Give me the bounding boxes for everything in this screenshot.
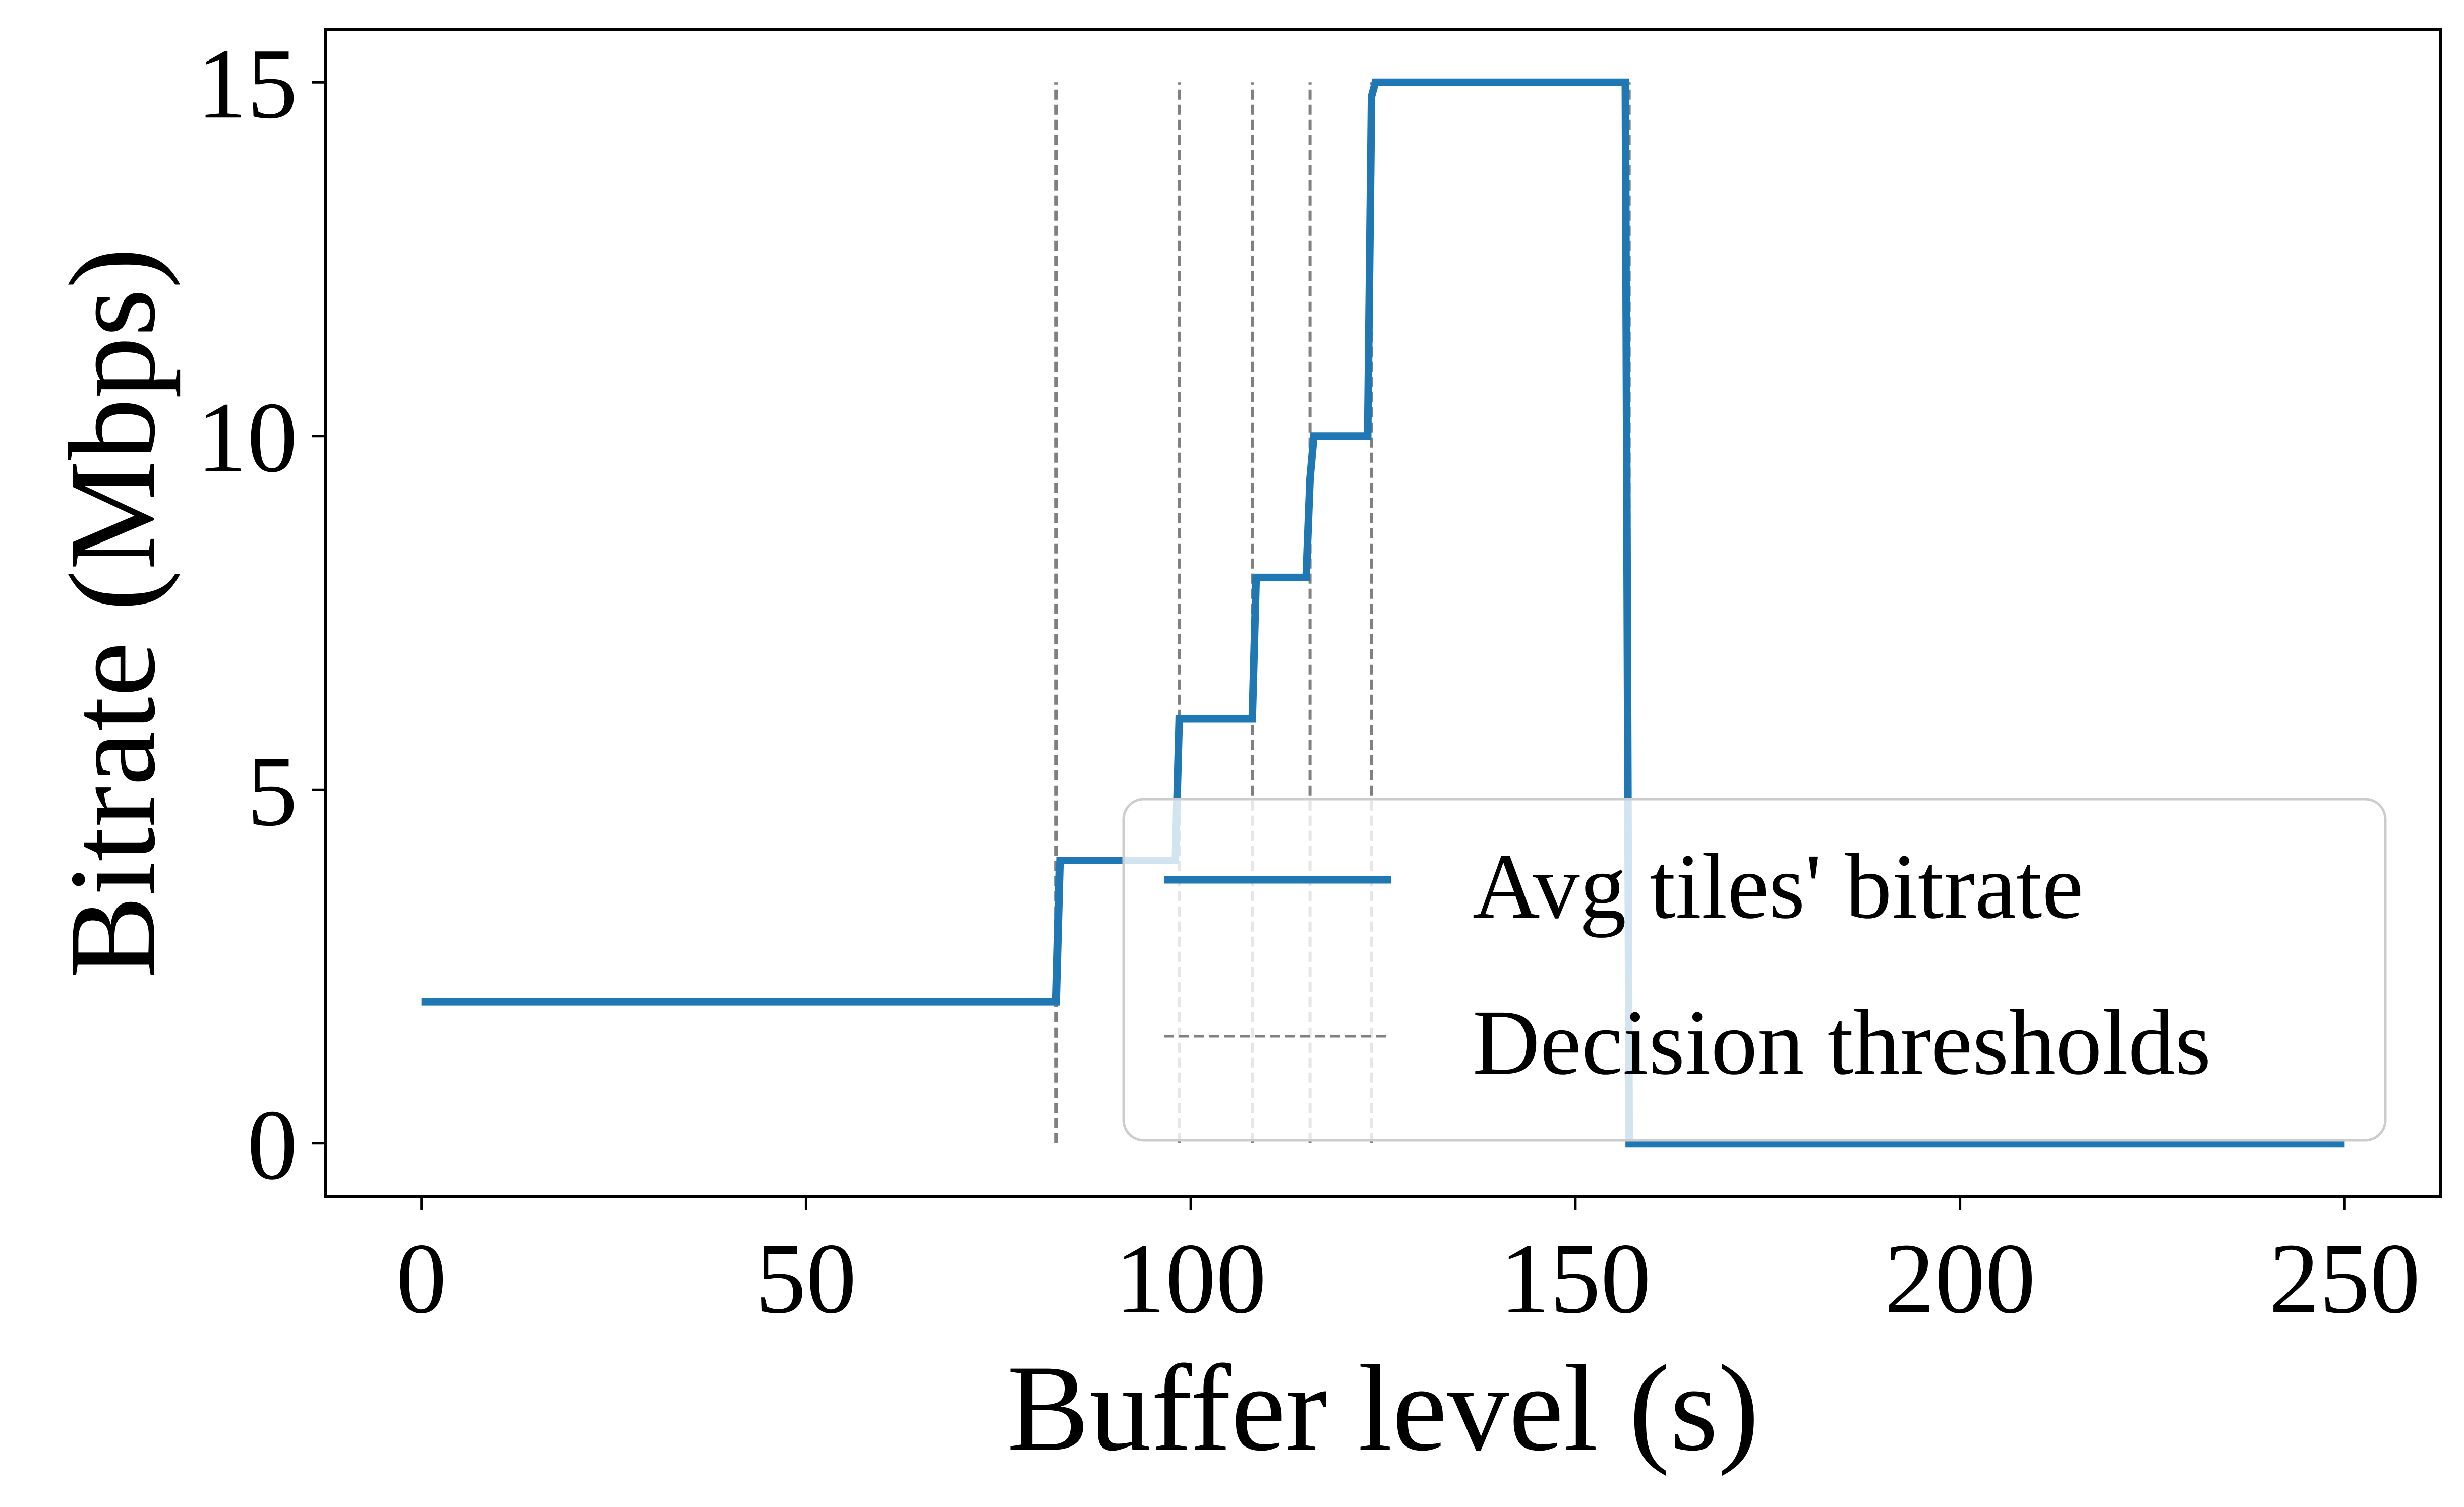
x-axis-ticks: 0 50 100 150 200 250	[396, 1196, 2420, 1335]
x-tick-label: 100	[1115, 1223, 1266, 1335]
legend-label-thresholds: Decision thresholds	[1473, 991, 2211, 1095]
y-tick-label: 15	[197, 28, 298, 140]
x-axis-title: Buffer level (s)	[1007, 1340, 1759, 1476]
legend-label-series: Avg tiles' bitrate	[1473, 835, 2084, 938]
legend: Avg tiles' bitrate Decision thresholds	[1122, 798, 2387, 1142]
y-tick-label: 5	[247, 736, 298, 847]
x-tick-label: 50	[755, 1223, 856, 1335]
series-line-0	[421, 78, 2345, 1148]
y-axis-ticks: 0 5 10 15	[197, 28, 325, 1201]
x-tick-label: 0	[396, 1223, 447, 1335]
y-tick-label: 0	[247, 1090, 298, 1201]
series-lines	[421, 78, 2345, 1148]
legend-box	[1122, 798, 2387, 1142]
y-tick-label: 10	[197, 382, 298, 494]
plot-frame	[324, 28, 2442, 1198]
x-tick-label: 250	[2269, 1223, 2420, 1335]
x-tick-label: 200	[1885, 1223, 2036, 1335]
y-axis-title: Bitrate (Mbps)	[44, 248, 181, 978]
x-tick-label: 150	[1500, 1223, 1651, 1335]
